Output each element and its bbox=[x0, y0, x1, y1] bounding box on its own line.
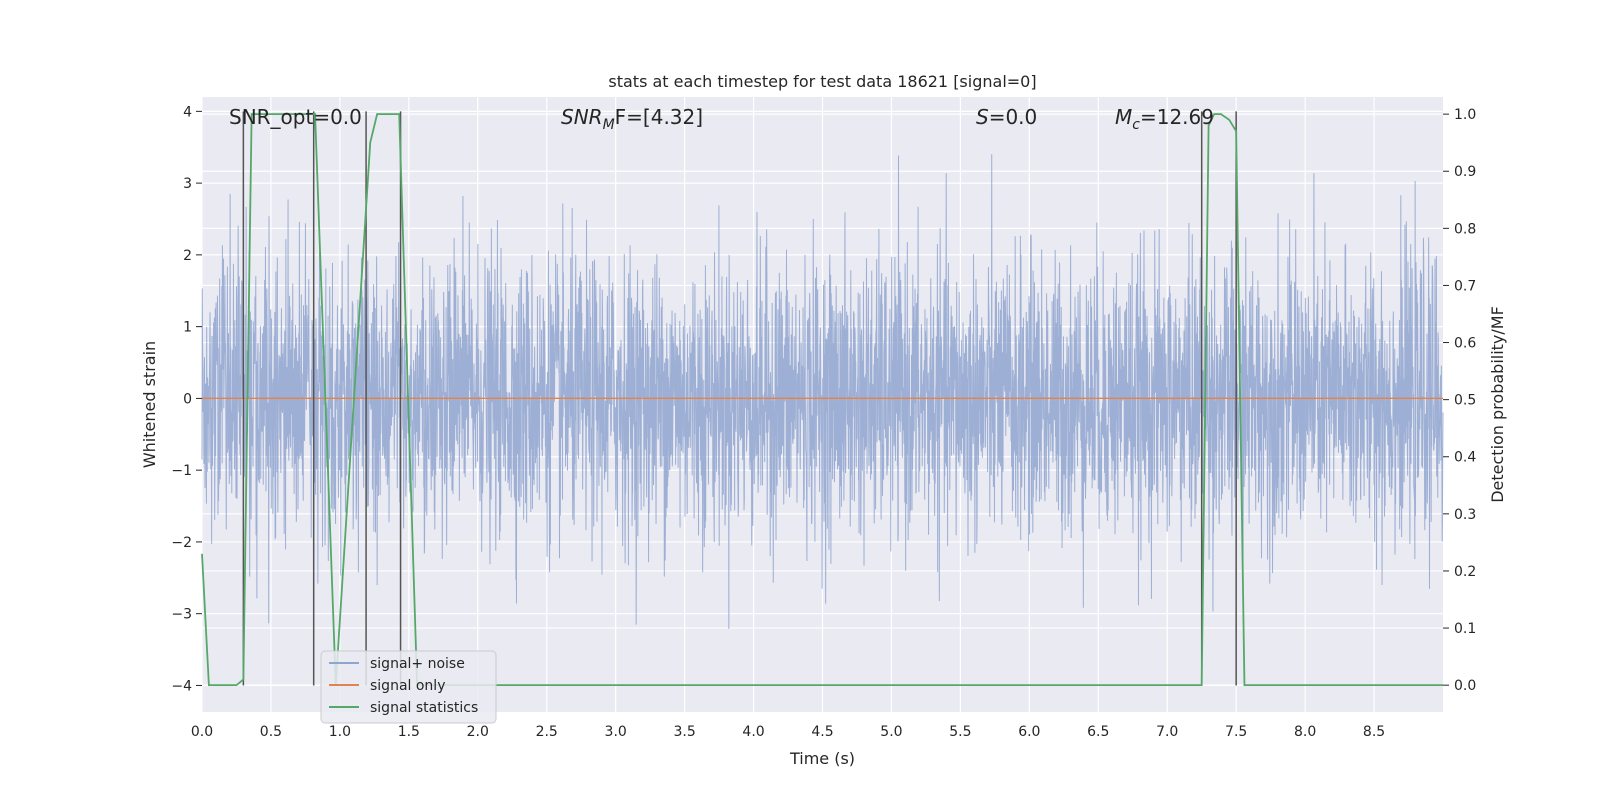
y-left-tick-1: −3 bbox=[171, 607, 192, 623]
y-left-axis-ticks: −4 −3 −2 −1 0 1 2 3 4 bbox=[171, 104, 202, 694]
x-tick-8: 4.0 bbox=[742, 724, 764, 740]
y-right-tick-9: 0.9 bbox=[1454, 164, 1476, 180]
y-left-tick-0: −4 bbox=[171, 678, 192, 694]
legend-box bbox=[320, 650, 497, 724]
chart-title: stats at each timestep for test data 186… bbox=[608, 72, 1036, 91]
legend: signal+ noise signal only signal statist… bbox=[320, 650, 497, 724]
y-right-tick-3: 0.3 bbox=[1454, 507, 1476, 523]
x-tick-3: 1.5 bbox=[398, 724, 420, 740]
legend-label-statistics: signal statistics bbox=[370, 700, 478, 716]
x-axis-ticks: 0.0 0.5 1.0 1.5 2.0 2.5 3.0 3.5 4.0 4.5 5.0 5.5 6.0 6… bbox=[191, 724, 1385, 740]
x-tick-5: 2.5 bbox=[536, 724, 558, 740]
y-left-tick-8: 4 bbox=[183, 104, 192, 120]
annotation-s-rest: =0.0 bbox=[989, 105, 1038, 129]
x-tick-2: 1.0 bbox=[329, 724, 351, 740]
annotation-snr-opt: SNR_opt=0.0 bbox=[229, 105, 362, 129]
y-left-tick-7: 3 bbox=[183, 176, 192, 192]
x-tick-14: 7.0 bbox=[1156, 724, 1178, 740]
legend-label-noise: signal+ noise bbox=[370, 656, 465, 672]
signal-statistics-series bbox=[201, 113, 1443, 687]
y-right-tick-1: 0.1 bbox=[1454, 621, 1476, 637]
y-right-tick-0: 0.0 bbox=[1454, 678, 1476, 694]
x-tick-13: 6.5 bbox=[1087, 724, 1109, 740]
y-right-tick-7: 0.7 bbox=[1454, 278, 1476, 294]
x-tick-16: 8.0 bbox=[1294, 724, 1316, 740]
y-left-tick-6: 2 bbox=[183, 248, 192, 264]
y-right-axis-ticks: 0.0 0.1 0.2 0.3 0.4 0.5 0.6 0.7 0.8 0.9 1.0 bbox=[1443, 107, 1476, 694]
x-tick-10: 5.0 bbox=[880, 724, 902, 740]
y-left-tick-5: 1 bbox=[183, 320, 192, 336]
x-tick-6: 3.0 bbox=[605, 724, 627, 740]
annotation-s: S=0.0 bbox=[976, 105, 1037, 129]
x-tick-7: 3.5 bbox=[673, 724, 695, 740]
legend-label-signal-only: signal only bbox=[370, 678, 445, 694]
annotation-mc-rest: =12.69 bbox=[1140, 105, 1214, 129]
annotation-snr-mf-sub: M bbox=[603, 117, 615, 133]
y-right-tick-6: 0.6 bbox=[1454, 336, 1476, 352]
x-tick-0: 0.0 bbox=[191, 724, 213, 740]
y-right-tick-2: 0.2 bbox=[1454, 564, 1476, 580]
statistics-line bbox=[201, 113, 1443, 687]
y-left-axis-label: Whitened strain bbox=[140, 341, 159, 468]
y-right-axis-label: Detection probability/MF bbox=[1488, 306, 1507, 503]
y-right-tick-4: 0.4 bbox=[1454, 450, 1476, 466]
annotation-s-main: S bbox=[976, 105, 989, 129]
x-tick-15: 7.5 bbox=[1225, 724, 1247, 740]
annotation-snr-mf-main: SNR bbox=[561, 105, 603, 129]
annotation-snr-mf-rest: F=[4.32] bbox=[615, 105, 703, 129]
x-axis-label: Time (s) bbox=[789, 749, 855, 768]
y-right-tick-10: 1.0 bbox=[1454, 107, 1476, 123]
x-tick-4: 2.0 bbox=[467, 724, 489, 740]
x-tick-9: 4.5 bbox=[811, 724, 833, 740]
y-right-tick-8: 0.8 bbox=[1454, 221, 1476, 237]
y-left-tick-2: −2 bbox=[171, 535, 192, 551]
annotation-snr-mf: SNRMF=[4.32] bbox=[561, 105, 703, 133]
annotation-mc: Mc=12.69 bbox=[1115, 105, 1214, 133]
x-tick-1: 0.5 bbox=[260, 724, 282, 740]
annotation-mc-main: M bbox=[1115, 105, 1132, 129]
y-left-tick-4: 0 bbox=[183, 391, 192, 407]
annotation-mc-sub: c bbox=[1132, 117, 1140, 133]
x-tick-17: 8.5 bbox=[1363, 724, 1385, 740]
x-tick-12: 6.0 bbox=[1018, 724, 1040, 740]
y-right-tick-5: 0.5 bbox=[1454, 393, 1476, 409]
x-tick-11: 5.5 bbox=[949, 724, 971, 740]
y-left-tick-3: −1 bbox=[171, 463, 192, 479]
